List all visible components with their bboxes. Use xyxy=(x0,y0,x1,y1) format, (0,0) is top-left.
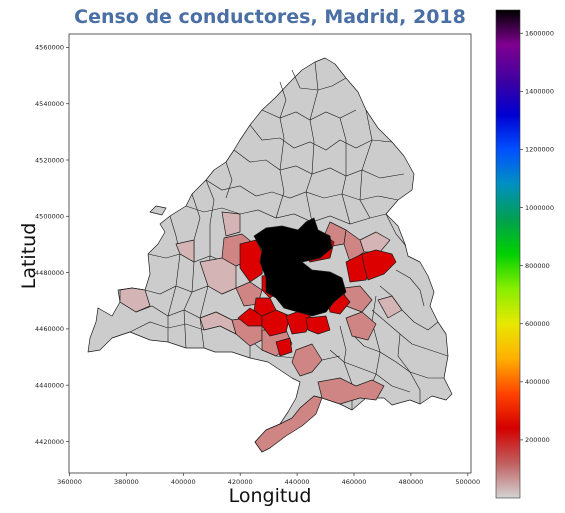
municipality-red xyxy=(361,249,397,281)
colorbar-tick-label: 800000 xyxy=(525,262,550,270)
municipality-pink xyxy=(345,311,377,341)
colorbar xyxy=(495,9,521,499)
y-tick-label: 4420000 xyxy=(35,438,64,446)
colorbar-tick-label: 600000 xyxy=(525,320,550,328)
municipalities-light-pink xyxy=(119,211,403,335)
y-axis-label: Latitud xyxy=(18,223,40,290)
municipality-light-pink xyxy=(377,295,403,319)
municipality-red xyxy=(261,309,291,337)
municipality-pink xyxy=(254,395,323,453)
municipality-pink xyxy=(317,377,385,405)
x-axis-label: Longitud xyxy=(229,485,312,507)
municipality-pink xyxy=(291,343,323,377)
colorbar-tick-label: 1600000 xyxy=(525,30,554,38)
y-tick-label: 4560000 xyxy=(35,44,64,52)
y-tick-label: 4480000 xyxy=(35,269,64,277)
y-axis-ticks: 4420000 4440000 4460000 4480000 4500000 45200… xyxy=(35,44,69,446)
municipality-light-pink xyxy=(175,239,195,263)
municipality-red xyxy=(275,337,293,357)
y-tick-label: 4520000 xyxy=(35,156,64,164)
colorbar-tick-label: 1400000 xyxy=(525,88,554,96)
municipality-north-tip xyxy=(149,205,167,216)
municipality-light-pink xyxy=(119,287,151,313)
municipality-madrid-city xyxy=(253,217,347,317)
y-tick-label: 4460000 xyxy=(35,325,64,333)
y-tick-label: 4500000 xyxy=(35,213,64,221)
y-tick-label: 4540000 xyxy=(35,100,64,108)
colorbar-tick-label: 1200000 xyxy=(525,146,554,154)
colorbar-tick-label: 1000000 xyxy=(525,204,554,212)
x-tick-label: 460000 xyxy=(342,478,367,486)
x-tick-label: 420000 xyxy=(228,478,253,486)
x-tick-label: 500000 xyxy=(455,478,480,486)
colorbar-tick-label: 400000 xyxy=(525,378,550,386)
municipalities-pink xyxy=(221,221,385,453)
y-tick-label: 4440000 xyxy=(35,382,64,390)
x-tick-label: 400000 xyxy=(171,478,196,486)
x-axis-ticks: 360000 380000 400000 420000 440000 460000 4800… xyxy=(57,473,480,486)
madrid-municipalities-map xyxy=(87,57,453,453)
chart-title: Censo de conductores, Madrid, 2018 xyxy=(74,6,466,28)
x-tick-label: 360000 xyxy=(57,478,82,486)
colorbar-ticks: 200000 400000 600000 800000 1000000 1200000 14… xyxy=(520,30,554,444)
municipality-light-pink xyxy=(221,211,241,237)
x-tick-label: 380000 xyxy=(114,478,139,486)
x-tick-label: 440000 xyxy=(285,478,310,486)
x-tick-label: 480000 xyxy=(398,478,423,486)
municipality-red xyxy=(305,315,331,335)
colorbar-tick-label: 200000 xyxy=(525,436,550,444)
